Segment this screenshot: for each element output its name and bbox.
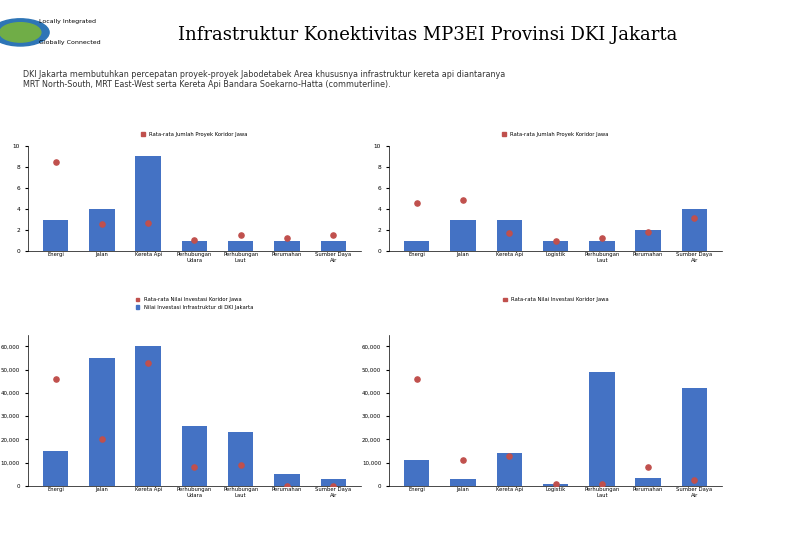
Bar xyxy=(682,388,707,486)
Bar xyxy=(228,241,253,251)
Bar xyxy=(404,461,429,486)
Point xyxy=(188,463,201,472)
Circle shape xyxy=(0,23,41,42)
Bar xyxy=(181,241,208,251)
Legend: Rata-rata Jumlah Proyek Koridor Jawa: Rata-rata Jumlah Proyek Koridor Jawa xyxy=(501,130,611,139)
Bar xyxy=(321,479,346,486)
Point xyxy=(503,451,516,460)
Point xyxy=(457,195,470,204)
Point xyxy=(280,482,293,490)
Bar xyxy=(321,241,346,251)
Point xyxy=(280,234,293,243)
Point xyxy=(550,480,562,488)
Bar xyxy=(497,219,522,251)
Point xyxy=(596,480,608,488)
Bar xyxy=(135,347,161,486)
Bar xyxy=(89,209,115,251)
Text: PERPRES: PERPRES xyxy=(164,117,217,127)
Point xyxy=(410,198,423,207)
Point xyxy=(96,219,109,228)
Legend: Rata-rata Jumlah Proyek Koridor Jawa: Rata-rata Jumlah Proyek Koridor Jawa xyxy=(139,130,249,139)
Point xyxy=(688,476,701,484)
Bar xyxy=(497,454,522,486)
Text: 11: 11 xyxy=(760,16,779,30)
Bar xyxy=(543,484,569,486)
Bar xyxy=(589,372,615,486)
Bar xyxy=(589,241,615,251)
Point xyxy=(142,218,154,227)
Bar xyxy=(404,241,429,251)
Text: Usulan Baru: Usulan Baru xyxy=(516,117,588,127)
Point xyxy=(49,157,62,166)
Point xyxy=(550,237,562,245)
Text: | Perkembangan Revisi Masterlist Infrastruktur MP3EI: | Perkembangan Revisi Masterlist Infrast… xyxy=(767,186,771,354)
Text: Globally Connected: Globally Connected xyxy=(39,39,101,45)
Point xyxy=(457,456,470,465)
Text: Infrastruktur Konektivitas MP3EI Provinsi DKI Jakarta: Infrastruktur Konektivitas MP3EI Provins… xyxy=(178,26,677,44)
Point xyxy=(96,435,109,444)
Text: Locally Integrated: Locally Integrated xyxy=(39,19,96,24)
Point xyxy=(188,235,201,244)
Bar xyxy=(543,241,569,251)
Bar xyxy=(635,478,661,486)
Circle shape xyxy=(0,19,49,46)
Text: DKI Jakarta membutuhkan percepatan proyek-proyek Jabodetabek Area khususnya infr: DKI Jakarta membutuhkan percepatan proye… xyxy=(23,70,505,89)
Point xyxy=(234,461,247,469)
Bar xyxy=(181,426,208,486)
Point xyxy=(327,482,340,490)
Bar xyxy=(274,474,299,486)
Bar xyxy=(274,241,299,251)
Point xyxy=(503,229,516,238)
Point xyxy=(234,231,247,240)
Bar xyxy=(451,219,476,251)
Bar xyxy=(43,219,68,251)
Point xyxy=(596,234,608,243)
Bar xyxy=(451,479,476,486)
Bar xyxy=(135,157,161,251)
Point xyxy=(327,231,340,240)
Point xyxy=(410,375,423,383)
Bar xyxy=(89,358,115,486)
Legend: Rata-rata Nilai Investasi Koridor Jawa, Nilai Investasi Infrastruktur di DKI Jak: Rata-rata Nilai Investasi Koridor Jawa, … xyxy=(134,295,255,312)
Legend: Rata-rata Nilai Investasi Koridor Jawa: Rata-rata Nilai Investasi Koridor Jawa xyxy=(501,295,611,305)
Point xyxy=(49,375,62,383)
Bar xyxy=(682,209,707,251)
Point xyxy=(642,228,654,237)
Point xyxy=(688,214,701,223)
Bar xyxy=(228,433,253,486)
Bar xyxy=(635,230,661,251)
Point xyxy=(642,463,654,472)
Bar xyxy=(43,451,68,486)
Point xyxy=(142,359,154,367)
